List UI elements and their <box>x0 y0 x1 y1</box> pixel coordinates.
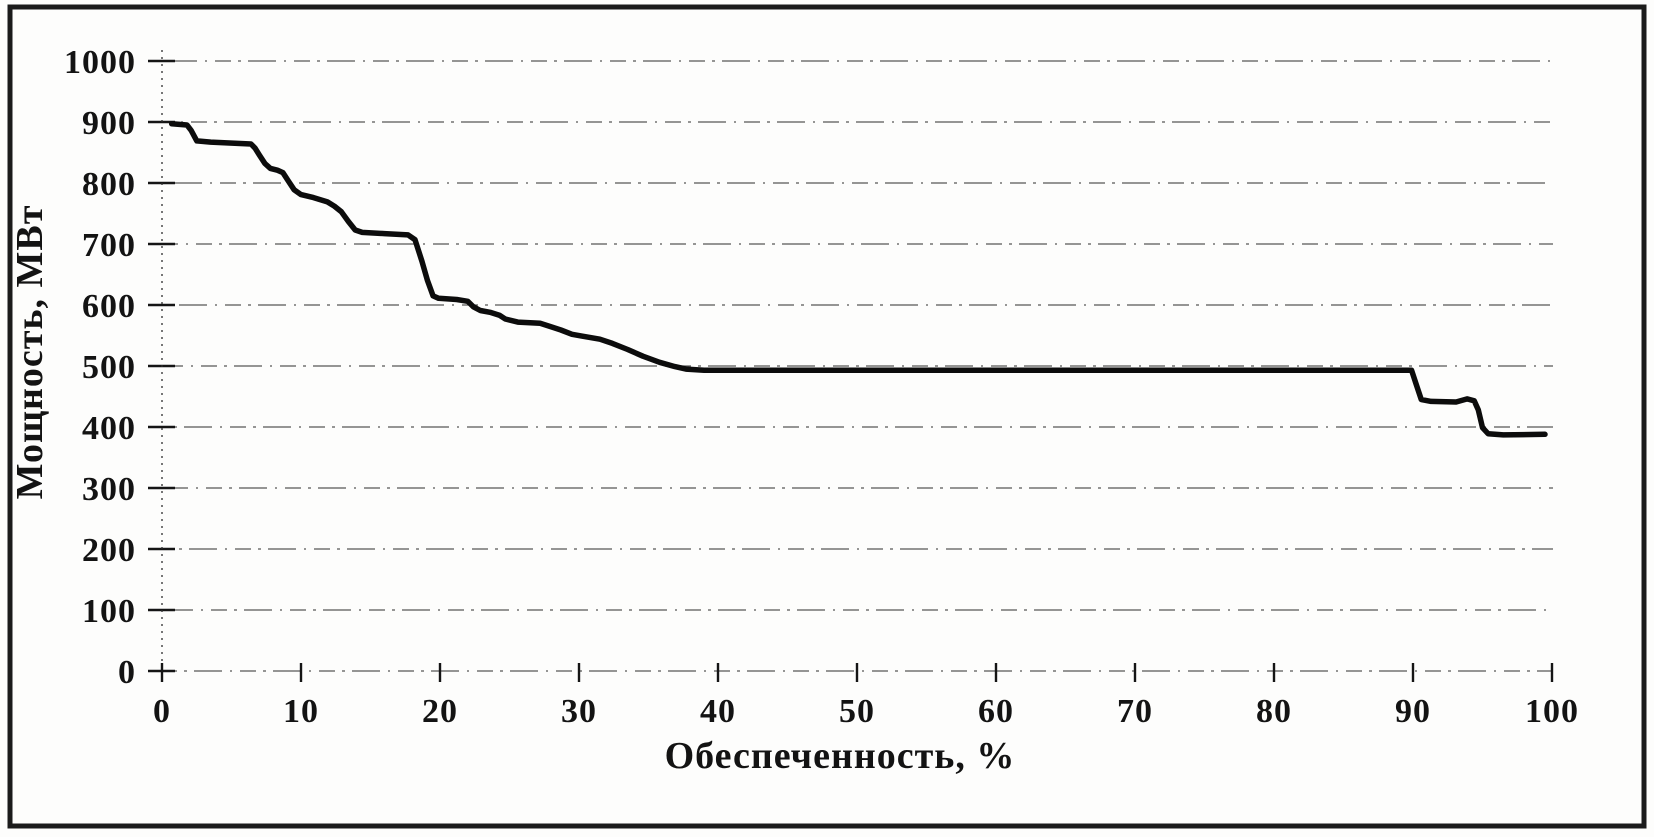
x-tick-label-0: 0 <box>153 693 171 730</box>
curve-layer <box>168 121 1548 438</box>
y-tick-label-900: 900 <box>82 105 136 142</box>
y-tick-label-100: 100 <box>82 593 136 630</box>
y-tick-label-800: 800 <box>82 166 136 203</box>
x-axis-title: Обеспеченность, % <box>665 735 1016 777</box>
x-tick-label-60: 60 <box>978 693 1014 730</box>
y-tick-label-600: 600 <box>82 288 136 325</box>
x-tick-label-100: 100 <box>1525 693 1579 730</box>
power-duration-curve <box>168 121 1548 438</box>
figure-border <box>7 4 1647 829</box>
y-tick-label-400: 400 <box>82 410 136 447</box>
x-tick-label-90: 90 <box>1395 693 1431 730</box>
y-axis-title: Мощность, МВт <box>9 205 51 500</box>
grid-layer <box>161 60 1553 672</box>
x-tick-label-40: 40 <box>700 693 736 730</box>
y-tick-label-200: 200 <box>82 532 136 569</box>
y-tick-label-1000: 1000 <box>64 44 136 81</box>
x-tick-label-10: 10 <box>283 693 319 730</box>
x-tick-label-70: 70 <box>1117 693 1153 730</box>
axes-layer <box>148 50 1554 684</box>
x-tick-label-80: 80 <box>1256 693 1292 730</box>
y-tick-label-0: 0 <box>118 654 136 691</box>
x-tick-label-20: 20 <box>422 693 458 730</box>
tick-labels-layer: 0 100 200 300 400 500 600 700 800 900 1000 0 10 20 30 4… <box>64 44 1579 730</box>
x-tick-label-30: 30 <box>561 693 597 730</box>
x-tick-label-50: 50 <box>839 693 875 730</box>
y-tick-label-700: 700 <box>82 227 136 264</box>
y-tick-label-300: 300 <box>82 471 136 508</box>
y-tick-label-500: 500 <box>82 349 136 386</box>
